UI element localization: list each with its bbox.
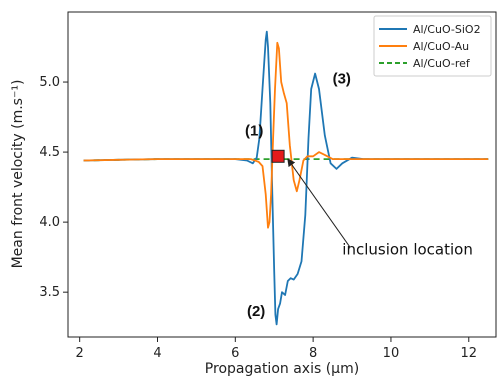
annotation-1: (2): [247, 303, 265, 320]
x-tick-label: 8: [309, 346, 317, 361]
x-axis-label: Propagation axis (μm): [205, 361, 359, 377]
y-tick-label: 3.5: [39, 285, 60, 300]
annotation-2: (3): [333, 70, 351, 87]
x-tick-label: 4: [153, 346, 161, 361]
y-tick-label: 4.0: [39, 215, 60, 230]
legend-label-ref: Al/CuO-ref: [413, 57, 471, 70]
legend: Al/CuO-SiO2 Al/CuO-Au Al/CuO-ref: [373, 15, 492, 77]
x-tick-label: 10: [383, 346, 400, 361]
legend-label-au: Al/CuO-Au: [413, 40, 469, 53]
annotation-0: (1): [245, 122, 263, 139]
series-line-0: [83, 30, 489, 326]
y-axis: 3.5 4.0 4.5 5.0: [39, 75, 68, 300]
x-tick-label: 6: [231, 346, 239, 361]
inclusion-arrow: [287, 158, 351, 248]
legend-box: [373, 15, 492, 77]
series-line-1: [83, 41, 489, 229]
y-tick-label: 4.5: [39, 145, 60, 160]
x-tick-label: 2: [76, 346, 84, 361]
x-axis: 2 4 6 8 10 12: [76, 337, 477, 361]
annotation-layer: (1) (2) (3) inclusion location: [245, 70, 473, 320]
inclusion-marker: [271, 149, 285, 163]
annotation-3: inclusion location: [342, 240, 473, 258]
x-tick-label: 12: [460, 346, 477, 361]
plot-frame: [67, 11, 497, 338]
legend-label-sio2: Al/CuO-SiO2: [413, 23, 481, 36]
y-axis-label: Mean front velocity (m.s⁻¹): [10, 80, 26, 269]
y-tick-label: 5.0: [39, 75, 60, 90]
